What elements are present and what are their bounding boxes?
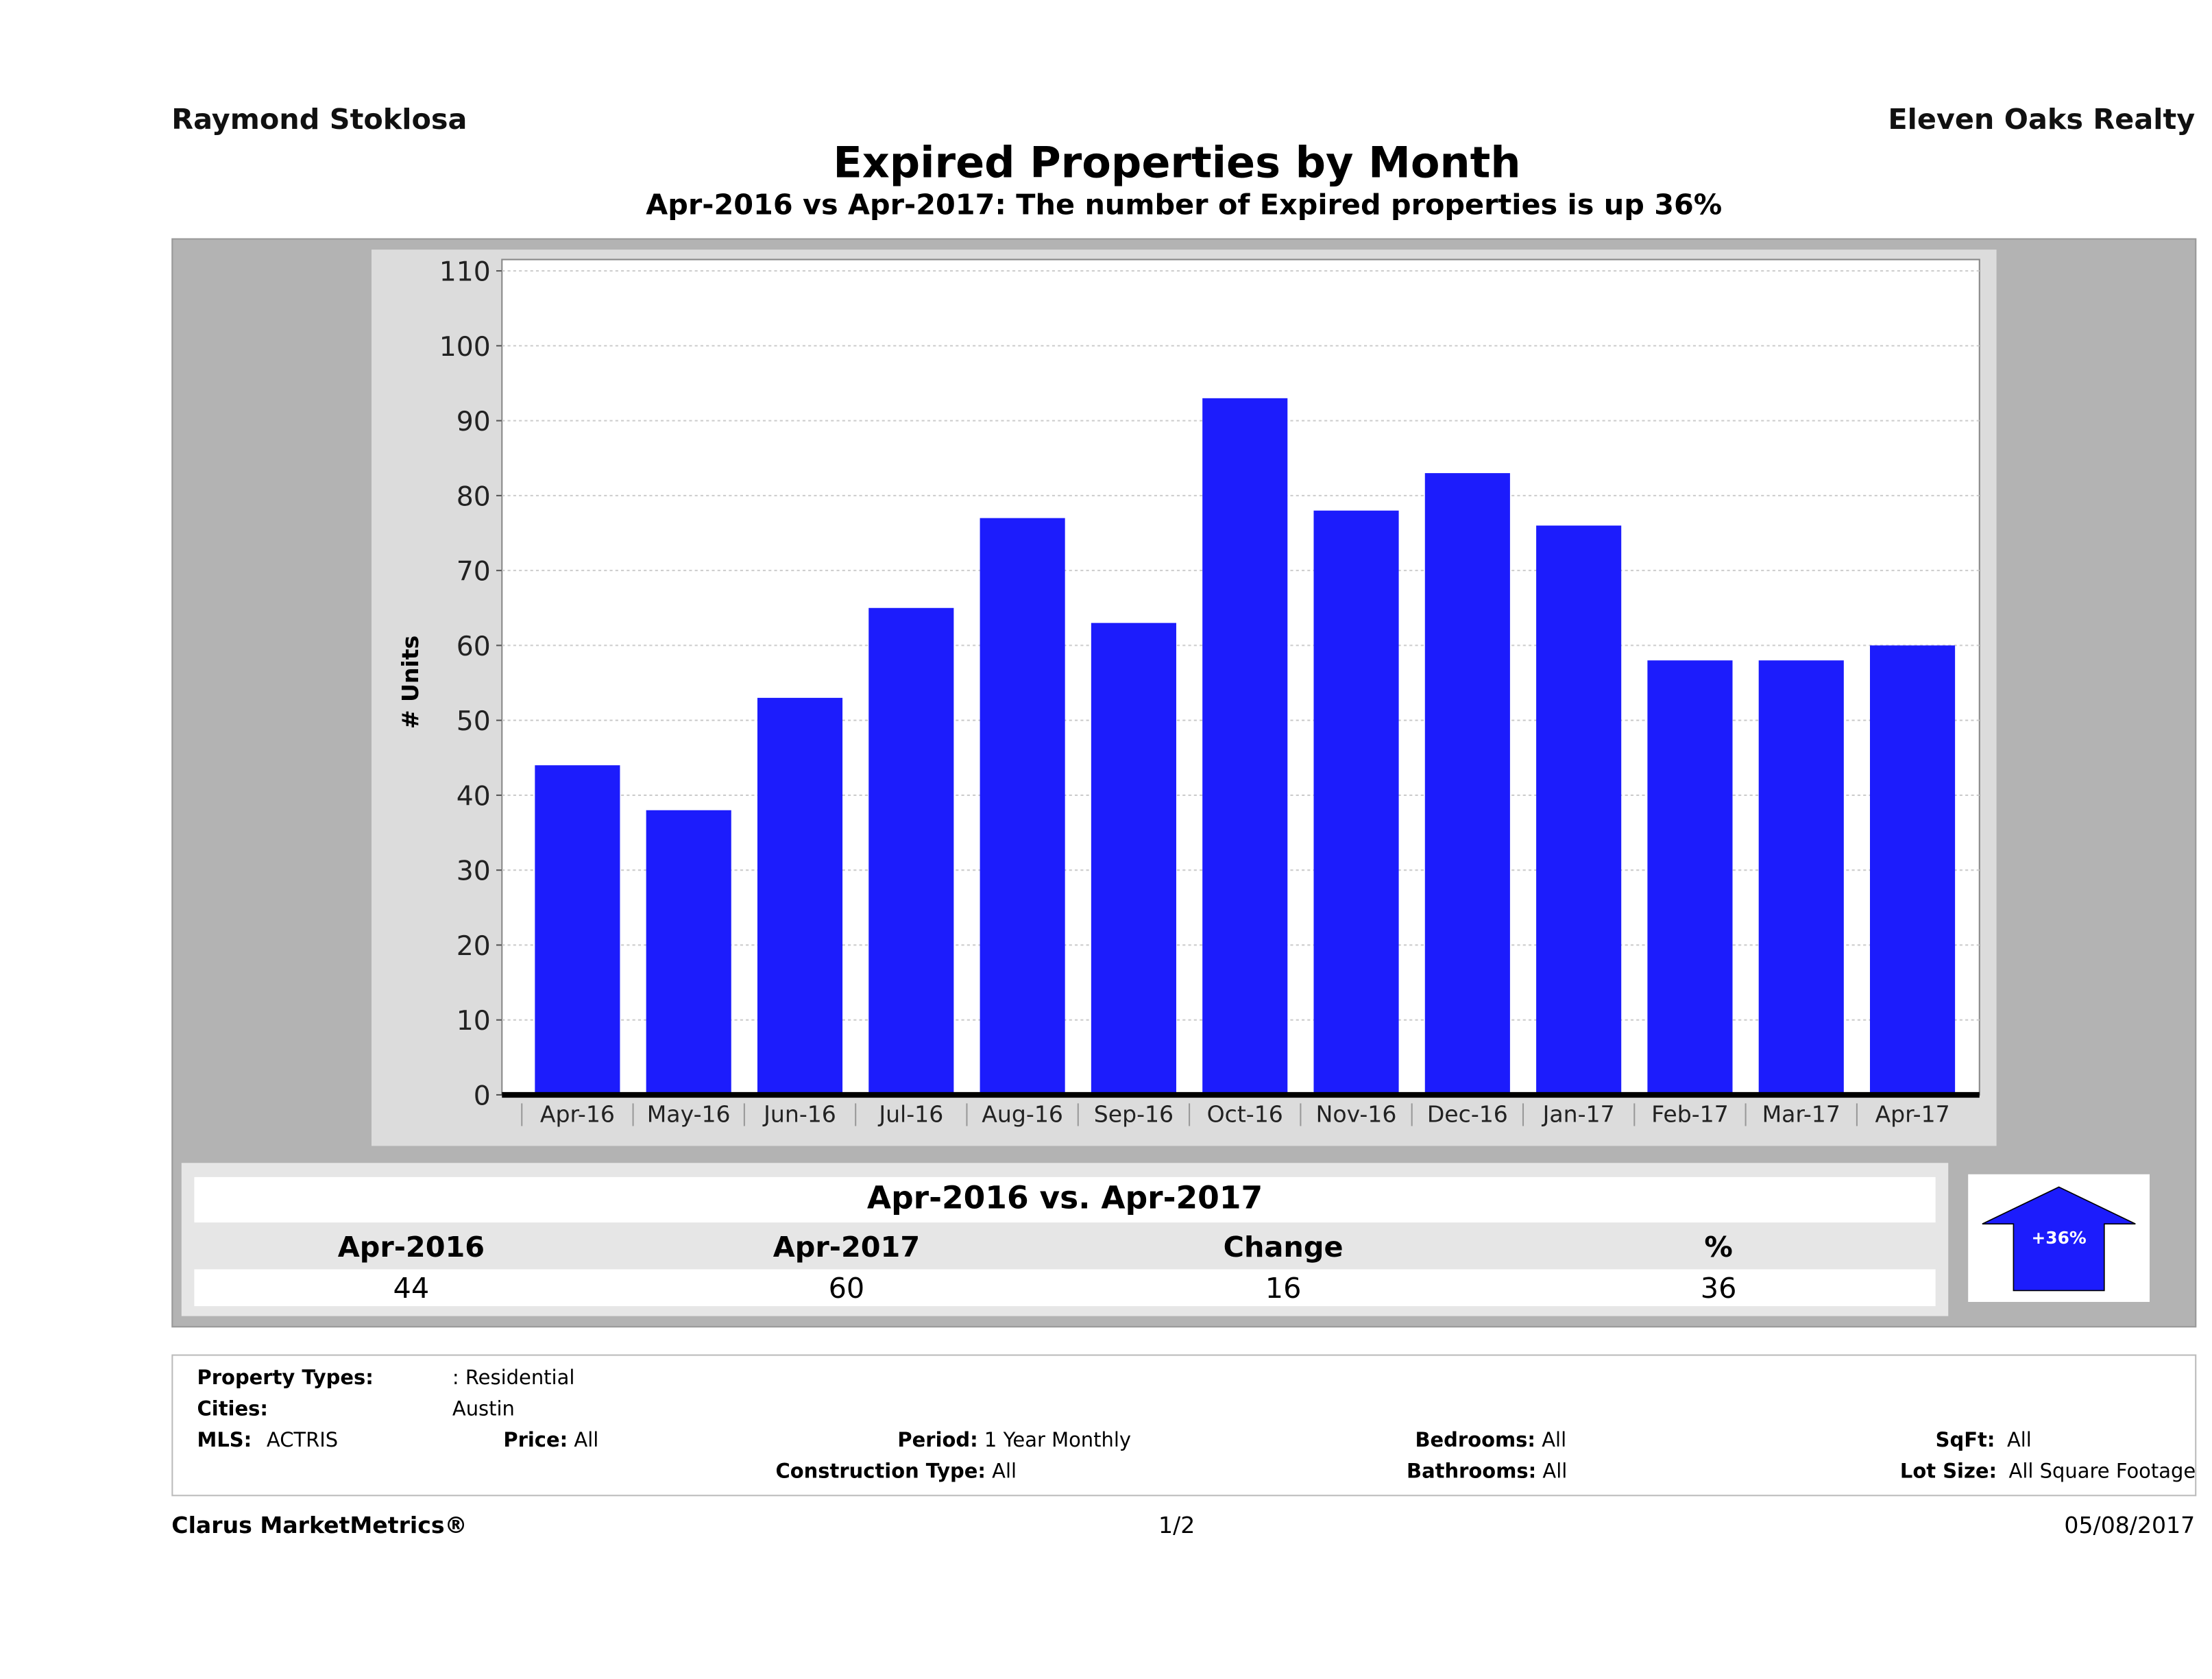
- bar-jul-16: [868, 607, 954, 1095]
- bar-aug-16: [980, 518, 1065, 1095]
- bar-apr-16: [535, 765, 620, 1095]
- bar-apr-17: [1870, 645, 1956, 1095]
- bedrooms-value: All: [1542, 1429, 1567, 1453]
- x-tick-label: Jul-16: [877, 1100, 943, 1127]
- label: Price:: [503, 1429, 568, 1453]
- bar-sep-16: [1091, 623, 1176, 1095]
- y-tick-label: 40: [457, 781, 491, 812]
- page-number: 1/2: [1158, 1512, 1195, 1539]
- y-tick-label: 0: [474, 1080, 491, 1111]
- bar-dec-16: [1424, 473, 1510, 1095]
- label: Property Types:: [197, 1367, 374, 1390]
- summary-header: Apr-2016: [337, 1229, 485, 1264]
- change-badge-text: +36%: [2031, 1228, 2087, 1248]
- summary-value-row: 44 60 16 36: [194, 1269, 1936, 1307]
- bar-jan-17: [1536, 525, 1622, 1095]
- x-tick-label: Apr-16: [540, 1100, 615, 1127]
- y-tick-label: 60: [457, 631, 491, 662]
- x-tick-label: Sep-16: [1094, 1100, 1174, 1127]
- summary-value: 16: [1265, 1270, 1302, 1305]
- agent-name: Raymond Stoklosa: [171, 101, 467, 136]
- bar-chart: 0 10 20 30 40 50 60 70 80 90 100 110 Apr-16 May-16 Jun…: [397, 257, 1980, 1127]
- label: Cities:: [197, 1398, 268, 1421]
- label: MLS:: [197, 1429, 252, 1453]
- summary-header: Apr-2017: [773, 1229, 921, 1264]
- report-date: 05/08/2017: [2064, 1512, 2196, 1539]
- summary-table: Apr-2016 vs. Apr-2017 Apr-2016 Apr-2017 …: [181, 1163, 1949, 1316]
- footer-brand: Clarus MarketMetrics®: [171, 1512, 467, 1539]
- x-tick-label: Nov-16: [1316, 1100, 1397, 1127]
- bar-may-16: [646, 810, 731, 1095]
- mls-value: ACTRIS: [266, 1429, 339, 1453]
- y-tick-label: 90: [457, 407, 491, 437]
- criteria-box: Property Types: : Residential Cities: Au…: [171, 1354, 2197, 1497]
- company-name: Eleven Oaks Realty: [1888, 101, 2196, 136]
- label: SqFt:: [1935, 1429, 1995, 1453]
- label: Lot Size:: [1899, 1460, 1997, 1484]
- bar-oct-16: [1202, 398, 1288, 1095]
- price-value: All: [574, 1429, 599, 1453]
- summary-value: 36: [1700, 1270, 1737, 1305]
- label: Bathrooms:: [1407, 1460, 1537, 1484]
- x-tick-label: Oct-16: [1207, 1100, 1283, 1127]
- y-tick-label: 100: [439, 332, 491, 363]
- x-tick-label: Jan-17: [1542, 1100, 1615, 1127]
- y-tick-label: 80: [457, 481, 491, 512]
- up-arrow-icon: [1982, 1186, 2136, 1292]
- y-tick-label: 30: [457, 856, 491, 887]
- y-tick-label: 20: [457, 931, 491, 962]
- bar-jun-16: [757, 697, 843, 1095]
- change-badge: +36%: [1968, 1174, 2150, 1302]
- label: Period:: [897, 1429, 978, 1453]
- summary-title-row: Apr-2016 vs. Apr-2017: [194, 1176, 1936, 1223]
- summary-header: %: [1704, 1229, 1733, 1264]
- y-tick-label: 50: [457, 706, 491, 737]
- y-tick-label: 70: [457, 557, 491, 588]
- summary-title: Apr-2016 vs. Apr-2017: [866, 1181, 1263, 1217]
- y-tick-label: 110: [439, 257, 491, 288]
- y-axis-label: # Units: [397, 636, 424, 729]
- lot-size-value: All Square Footage: [2008, 1460, 2196, 1484]
- sqft-value: All: [2006, 1429, 2032, 1453]
- bar-nov-16: [1313, 510, 1399, 1095]
- summary-value: 44: [393, 1270, 430, 1305]
- x-tick-label: Apr-17: [1875, 1100, 1949, 1127]
- cities-value: Austin: [452, 1398, 515, 1421]
- y-tick-label: 10: [457, 1006, 491, 1037]
- x-tick-label: Jun-16: [762, 1100, 836, 1127]
- period-value: 1 Year Monthly: [984, 1429, 1132, 1453]
- x-tick-label: Feb-17: [1651, 1100, 1729, 1127]
- summary-header-row: Apr-2016 Apr-2017 Change %: [194, 1225, 1935, 1268]
- bar-mar-17: [1758, 660, 1844, 1095]
- x-tick-label: Aug-16: [982, 1100, 1063, 1127]
- summary-value: 60: [828, 1270, 865, 1305]
- x-tick-label: Mar-17: [1762, 1100, 1840, 1127]
- bathrooms-value: All: [1542, 1460, 1568, 1484]
- report-subtitle: Apr-2016 vs Apr-2017: The number of Expi…: [646, 187, 1723, 221]
- label: Bedrooms:: [1415, 1429, 1536, 1453]
- bar-feb-17: [1647, 660, 1733, 1095]
- x-tick-label: May-16: [647, 1100, 731, 1127]
- property-types-value: : Residential: [452, 1367, 575, 1390]
- label: Construction Type:: [775, 1460, 986, 1484]
- x-tick-label: Dec-16: [1427, 1100, 1508, 1127]
- summary-header: Change: [1223, 1229, 1344, 1264]
- report-title: Expired Properties by Month: [833, 138, 1521, 189]
- construction-value: All: [992, 1460, 1017, 1484]
